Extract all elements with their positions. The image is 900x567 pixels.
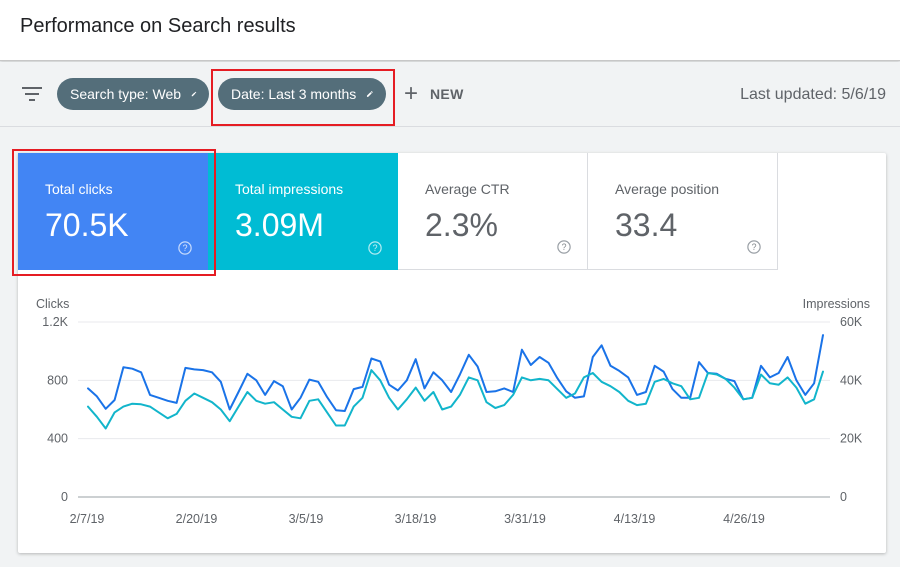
y-left-tick-label: 400 [47, 432, 68, 446]
metric-label: Total impressions [235, 181, 344, 197]
search-type-chip[interactable]: Search type: Web [57, 78, 209, 110]
date-range-chip-label: Date: Last 3 months [231, 86, 357, 102]
metric-average-ctr[interactable]: Average CTR 2.3% ? [398, 153, 588, 270]
metric-total-impressions[interactable]: Total impressions 3.09M ? [208, 153, 398, 270]
x-tick-label: 3/5/19 [289, 512, 324, 526]
performance-card: Total clicks 70.5K ? Total impressions 3… [18, 153, 886, 553]
x-tick-label: 3/18/19 [395, 512, 437, 526]
metric-total-clicks[interactable]: Total clicks 70.5K ? [18, 153, 208, 270]
metric-label: Average CTR [425, 181, 510, 197]
y-right-axis-title: Impressions [803, 297, 870, 311]
filter-icon[interactable] [21, 86, 43, 102]
help-icon[interactable]: ? [368, 241, 382, 255]
svg-text:?: ? [562, 242, 567, 252]
x-tick-label: 4/13/19 [614, 512, 656, 526]
x-tick-label: 2/20/19 [176, 512, 218, 526]
y-right-tick-label: 20K [840, 432, 863, 446]
new-filter-label: NEW [430, 86, 464, 102]
svg-text:?: ? [373, 243, 378, 253]
plus-icon: + [404, 80, 419, 107]
y-left-axis-title: Clicks [36, 297, 69, 311]
page-header: Performance on Search results [0, 0, 900, 61]
x-tick-label: 3/31/19 [504, 512, 546, 526]
edit-pencil-icon [191, 91, 197, 97]
x-tick-label: 4/26/19 [723, 512, 765, 526]
metric-value: 3.09M [235, 207, 324, 243]
help-icon[interactable]: ? [747, 240, 761, 254]
metric-average-position[interactable]: Average position 33.4 ? [588, 153, 778, 270]
metric-value: 70.5K [45, 207, 129, 243]
svg-text:?: ? [183, 243, 188, 253]
y-right-tick-label: 0 [840, 490, 847, 504]
page-title: Performance on Search results [20, 15, 296, 37]
edit-pencil-icon [367, 91, 374, 97]
search-type-chip-label: Search type: Web [70, 86, 182, 102]
metric-label: Average position [615, 181, 720, 197]
metric-value: 33.4 [615, 207, 678, 243]
x-tick-label: 2/7/19 [70, 512, 105, 526]
date-range-chip[interactable]: Date: Last 3 months [218, 78, 386, 110]
help-icon[interactable]: ? [557, 240, 571, 254]
y-right-tick-label: 40K [840, 373, 863, 387]
series-line-impressions [87, 369, 824, 430]
performance-line-chart: 0 0 400 20K 800 40K 1.2K 60K Clicks Impressions 2/… [36, 297, 870, 526]
y-right-tick-label: 60K [840, 315, 863, 329]
y-left-tick-label: 1.2K [42, 315, 68, 329]
metric-label: Total clicks [45, 181, 113, 197]
filter-bar: Search type: Web Date: Last 3 months + N… [0, 62, 900, 127]
new-filter-button[interactable]: + NEW [404, 78, 464, 110]
series-line-clicks [87, 334, 824, 412]
help-icon[interactable]: ? [178, 241, 192, 255]
last-updated-text: Last updated: 5/6/19 [740, 86, 886, 103]
metric-value: 2.3% [425, 207, 498, 243]
y-left-tick-label: 800 [47, 373, 68, 387]
svg-text:?: ? [752, 242, 757, 252]
y-left-tick-label: 0 [61, 490, 68, 504]
